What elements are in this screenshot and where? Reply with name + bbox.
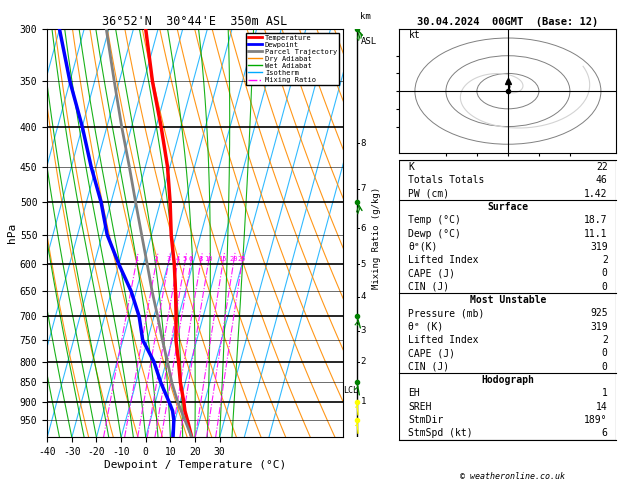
Text: Mixing Ratio (g/kg): Mixing Ratio (g/kg) xyxy=(372,187,381,289)
Text: 319: 319 xyxy=(590,242,608,252)
Text: km: km xyxy=(360,12,371,21)
Text: K: K xyxy=(408,162,414,172)
Text: 22: 22 xyxy=(596,162,608,172)
Text: 0: 0 xyxy=(602,348,608,358)
Text: CIN (J): CIN (J) xyxy=(408,282,449,292)
Text: CIN (J): CIN (J) xyxy=(408,362,449,372)
X-axis label: Dewpoint / Temperature (°C): Dewpoint / Temperature (°C) xyxy=(104,460,286,470)
Text: 20: 20 xyxy=(229,256,238,262)
Text: 6: 6 xyxy=(360,224,366,233)
Text: Pressure (mb): Pressure (mb) xyxy=(408,309,484,318)
Text: 6: 6 xyxy=(602,428,608,438)
Text: ASL: ASL xyxy=(360,37,377,46)
Text: Hodograph: Hodograph xyxy=(481,375,535,385)
Text: 7: 7 xyxy=(360,184,366,193)
Text: 2: 2 xyxy=(153,256,158,262)
Text: θᵉ (K): θᵉ (K) xyxy=(408,322,443,332)
Text: kt: kt xyxy=(409,30,420,40)
Text: 0: 0 xyxy=(602,268,608,278)
Text: Lifted Index: Lifted Index xyxy=(408,335,479,345)
Text: 319: 319 xyxy=(590,322,608,332)
Text: 3: 3 xyxy=(360,326,366,335)
Text: 5: 5 xyxy=(360,260,366,269)
Text: LCL: LCL xyxy=(343,386,359,395)
Title: 36°52'N  30°44'E  350m ASL: 36°52'N 30°44'E 350m ASL xyxy=(103,15,287,28)
Text: 2: 2 xyxy=(602,335,608,345)
Text: 46: 46 xyxy=(596,175,608,185)
Text: Dewp (°C): Dewp (°C) xyxy=(408,228,461,239)
Text: 14: 14 xyxy=(596,401,608,412)
Text: 189°: 189° xyxy=(584,415,608,425)
Title: 30.04.2024  00GMT  (Base: 12): 30.04.2024 00GMT (Base: 12) xyxy=(417,17,599,27)
Text: 1: 1 xyxy=(134,256,138,262)
Text: 0: 0 xyxy=(602,362,608,372)
Text: PW (cm): PW (cm) xyxy=(408,189,449,199)
Text: 8: 8 xyxy=(360,139,366,148)
Text: 4: 4 xyxy=(175,256,179,262)
Text: Surface: Surface xyxy=(487,202,528,212)
Y-axis label: hPa: hPa xyxy=(7,223,17,243)
Text: EH: EH xyxy=(408,388,420,398)
Text: Lifted Index: Lifted Index xyxy=(408,255,479,265)
Text: 0: 0 xyxy=(602,282,608,292)
Text: 4: 4 xyxy=(360,292,366,301)
Text: SREH: SREH xyxy=(408,401,431,412)
Text: CAPE (J): CAPE (J) xyxy=(408,268,455,278)
Text: 11.1: 11.1 xyxy=(584,228,608,239)
Text: 925: 925 xyxy=(590,309,608,318)
Text: StmDir: StmDir xyxy=(408,415,443,425)
Text: 3: 3 xyxy=(166,256,170,262)
Text: Most Unstable: Most Unstable xyxy=(470,295,546,305)
Text: 2: 2 xyxy=(360,357,366,366)
Text: 1: 1 xyxy=(602,388,608,398)
Text: Totals Totals: Totals Totals xyxy=(408,175,484,185)
Text: 25: 25 xyxy=(238,256,246,262)
Text: 5: 5 xyxy=(182,256,187,262)
Text: CAPE (J): CAPE (J) xyxy=(408,348,455,358)
Text: StmSpd (kt): StmSpd (kt) xyxy=(408,428,473,438)
Text: 1.42: 1.42 xyxy=(584,189,608,199)
Text: 18.7: 18.7 xyxy=(584,215,608,226)
Text: 8: 8 xyxy=(198,256,203,262)
Text: 2: 2 xyxy=(602,255,608,265)
Text: 15: 15 xyxy=(218,256,227,262)
Text: θᵉ(K): θᵉ(K) xyxy=(408,242,438,252)
Text: 1: 1 xyxy=(360,397,366,406)
Text: 6: 6 xyxy=(189,256,192,262)
Text: © weatheronline.co.uk: © weatheronline.co.uk xyxy=(460,472,565,481)
Legend: Temperature, Dewpoint, Parcel Trajectory, Dry Adiabat, Wet Adiabat, Isotherm, Mi: Temperature, Dewpoint, Parcel Trajectory… xyxy=(246,33,339,85)
Text: 10: 10 xyxy=(204,256,213,262)
Text: Temp (°C): Temp (°C) xyxy=(408,215,461,226)
